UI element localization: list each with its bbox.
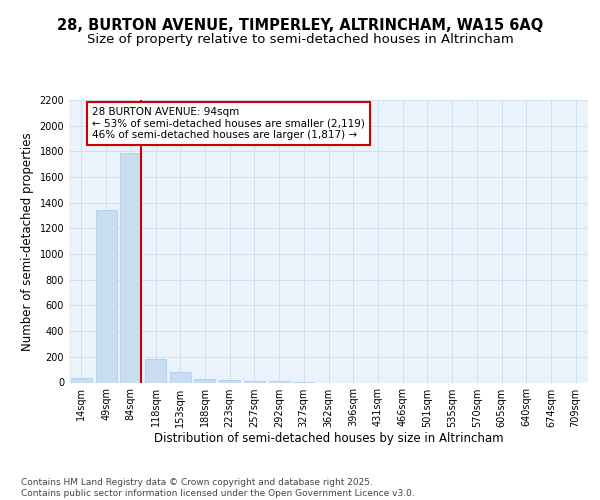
- Bar: [71, 378, 92, 382]
- Bar: [269, 381, 290, 382]
- Bar: [95, 210, 116, 382]
- X-axis label: Distribution of semi-detached houses by size in Altrincham: Distribution of semi-detached houses by …: [154, 432, 503, 446]
- Bar: [145, 360, 166, 382]
- Text: 28 BURTON AVENUE: 94sqm
← 53% of semi-detached houses are smaller (2,119)
46% of: 28 BURTON AVENUE: 94sqm ← 53% of semi-de…: [92, 107, 365, 140]
- Bar: [244, 380, 265, 382]
- Text: 28, BURTON AVENUE, TIMPERLEY, ALTRINCHAM, WA15 6AQ: 28, BURTON AVENUE, TIMPERLEY, ALTRINCHAM…: [57, 18, 543, 32]
- Bar: [194, 378, 215, 382]
- Bar: [170, 372, 191, 382]
- Bar: [120, 152, 141, 382]
- Text: Contains HM Land Registry data © Crown copyright and database right 2025.
Contai: Contains HM Land Registry data © Crown c…: [21, 478, 415, 498]
- Text: Size of property relative to semi-detached houses in Altrincham: Size of property relative to semi-detach…: [86, 32, 514, 46]
- Bar: [219, 380, 240, 382]
- Y-axis label: Number of semi-detached properties: Number of semi-detached properties: [21, 132, 34, 350]
